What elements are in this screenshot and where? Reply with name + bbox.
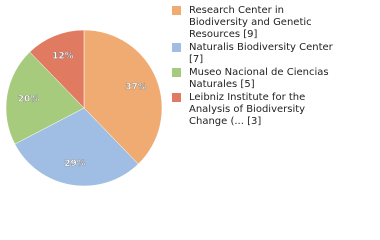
slice-label: 20% bbox=[18, 95, 40, 105]
legend-item: Museo Nacional de Ciencias Naturales [5] bbox=[172, 67, 352, 91]
chart: 37% 29% 20% 12% bbox=[5, 29, 163, 187]
legend-label: Research Center in Biodiversity and Gene… bbox=[189, 5, 312, 40]
legend: Research Center in Biodiversity and Gene… bbox=[172, 5, 352, 129]
legend-item: Leibniz Institute for the Analysis of Bi… bbox=[172, 92, 352, 128]
slice-label: 37% bbox=[125, 82, 147, 92]
pie-slice bbox=[83, 29, 163, 165]
legend-item: Research Center in Biodiversity and Gene… bbox=[172, 5, 352, 41]
legend-swatch bbox=[172, 93, 181, 102]
pie-slice bbox=[5, 51, 85, 145]
legend-swatch bbox=[172, 43, 181, 52]
slice-label: 12% bbox=[52, 51, 74, 61]
legend-swatch bbox=[172, 6, 181, 15]
legend-item: Naturalis Biodiversity Center [7] bbox=[172, 42, 352, 66]
legend-label: Leibniz Institute for the Analysis of Bi… bbox=[189, 92, 306, 127]
slice-label: 29% bbox=[64, 159, 86, 169]
legend-swatch bbox=[172, 68, 181, 77]
legend-label: Naturalis Biodiversity Center [7] bbox=[189, 42, 333, 65]
pie-slice bbox=[29, 29, 85, 109]
pie-slice bbox=[14, 107, 139, 187]
legend-label: Museo Nacional de Ciencias Naturales [5] bbox=[189, 67, 329, 90]
